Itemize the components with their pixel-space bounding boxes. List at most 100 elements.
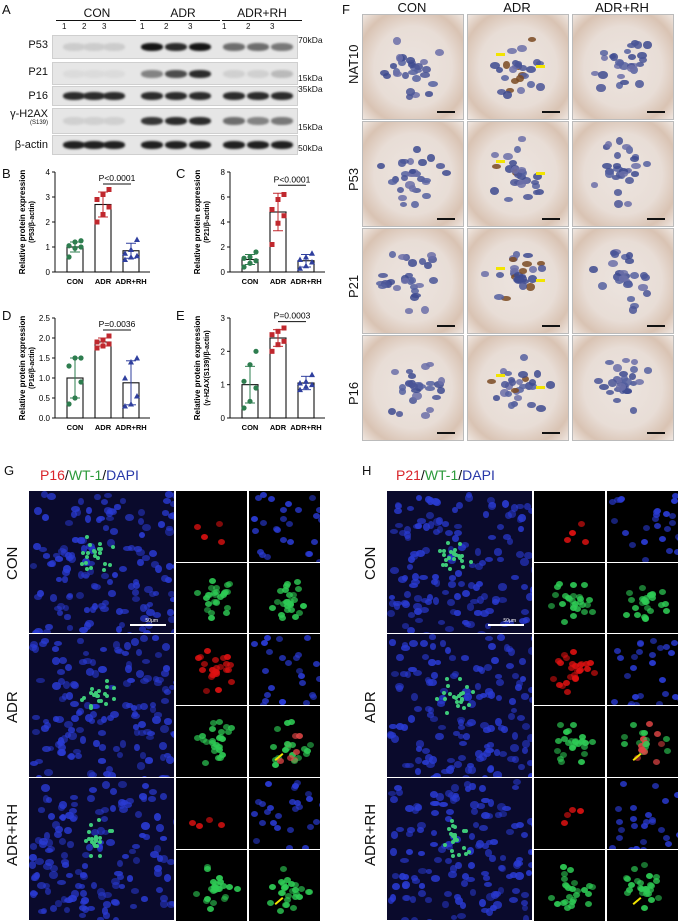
if-title-part: P21 <box>396 467 421 483</box>
blot-label-3: γ-H2AX (S139) <box>0 108 48 126</box>
wt1-cell <box>452 548 457 553</box>
cell <box>219 654 227 661</box>
data-point <box>78 355 84 361</box>
cell <box>588 739 596 746</box>
nucleus <box>57 669 65 676</box>
nucleus <box>64 732 72 739</box>
nucleus <box>517 714 526 721</box>
nucleus <box>454 609 461 616</box>
data-point <box>247 254 253 260</box>
nucleus <box>445 626 454 632</box>
nucleus <box>593 377 603 385</box>
cell <box>224 604 232 611</box>
cell <box>665 841 673 848</box>
wt1-cell <box>97 818 102 823</box>
nucleus <box>521 900 528 907</box>
y-tick-label: 2 <box>46 218 51 227</box>
nucleus <box>29 563 37 569</box>
data-point <box>275 328 281 334</box>
cell <box>582 661 590 668</box>
nucleus <box>429 756 438 764</box>
wt1-cell <box>448 692 453 697</box>
nucleus <box>140 703 149 711</box>
cell <box>294 799 302 806</box>
nucleus <box>501 381 510 388</box>
cell <box>207 610 215 617</box>
cell <box>617 654 625 661</box>
cell <box>576 807 584 814</box>
nucleus <box>83 606 91 613</box>
wt1-cell <box>88 566 93 571</box>
wt1-cell <box>97 551 102 556</box>
nucleus <box>122 854 130 860</box>
cell <box>202 760 210 767</box>
nucleus <box>437 701 446 708</box>
nucleus <box>495 67 504 74</box>
nucleus <box>432 800 440 806</box>
blot-label-0: P53 <box>0 39 48 51</box>
data-point <box>128 254 134 260</box>
wt1-cell <box>453 696 458 701</box>
nucleus <box>69 552 76 559</box>
nucleus <box>170 628 174 634</box>
nucleus <box>79 912 87 918</box>
scale-bar <box>437 218 455 220</box>
nucleus <box>37 882 46 890</box>
nucleus <box>394 522 403 528</box>
cell <box>639 584 647 591</box>
nucleus <box>61 862 70 868</box>
nucleus <box>621 253 630 261</box>
if-green-channel <box>175 562 248 635</box>
nucleus <box>526 870 532 877</box>
cell <box>625 589 633 596</box>
blot-band <box>247 92 269 100</box>
wt1-cell <box>89 686 94 691</box>
wt1-cell <box>111 545 116 550</box>
blot-band <box>247 117 269 125</box>
y-tick-label: 1.5 <box>39 354 51 363</box>
nucleus <box>120 498 127 504</box>
cell <box>225 883 233 890</box>
cell <box>640 539 648 546</box>
nucleus <box>411 287 419 294</box>
nucleus <box>408 185 416 192</box>
nucleus <box>409 397 418 405</box>
blot-strip <box>52 62 298 85</box>
nucleus <box>436 793 444 801</box>
nucleus <box>611 174 621 180</box>
blot-band <box>223 117 245 125</box>
nucleus <box>377 163 385 170</box>
nucleus <box>479 692 488 699</box>
if-row-label: CON <box>4 546 21 580</box>
nucleus <box>518 136 526 142</box>
ihc-micrograph <box>362 14 464 120</box>
nucleus <box>507 510 517 518</box>
nucleus <box>69 808 78 815</box>
cell <box>212 600 220 607</box>
nucleus <box>613 151 622 159</box>
cell <box>552 592 560 599</box>
nucleus <box>535 188 545 195</box>
nucleus <box>389 723 397 730</box>
nucleus <box>137 730 146 736</box>
nucleus <box>453 592 462 601</box>
nucleus <box>91 583 98 589</box>
cell <box>295 893 303 900</box>
wt1-cell <box>102 692 107 697</box>
bar <box>94 341 112 419</box>
nucleus <box>425 512 434 520</box>
nucleus <box>91 670 100 679</box>
nucleus <box>417 176 425 183</box>
nucleus <box>160 793 167 801</box>
nucleus <box>623 200 632 207</box>
cell <box>568 665 576 672</box>
arrow-icon <box>496 267 505 270</box>
nucleus <box>419 883 426 889</box>
nucleus <box>106 578 114 585</box>
nucleus <box>527 734 532 742</box>
nucleus <box>143 604 150 610</box>
nucleus <box>490 890 500 899</box>
nucleus <box>604 140 613 148</box>
nucleus <box>513 145 521 154</box>
